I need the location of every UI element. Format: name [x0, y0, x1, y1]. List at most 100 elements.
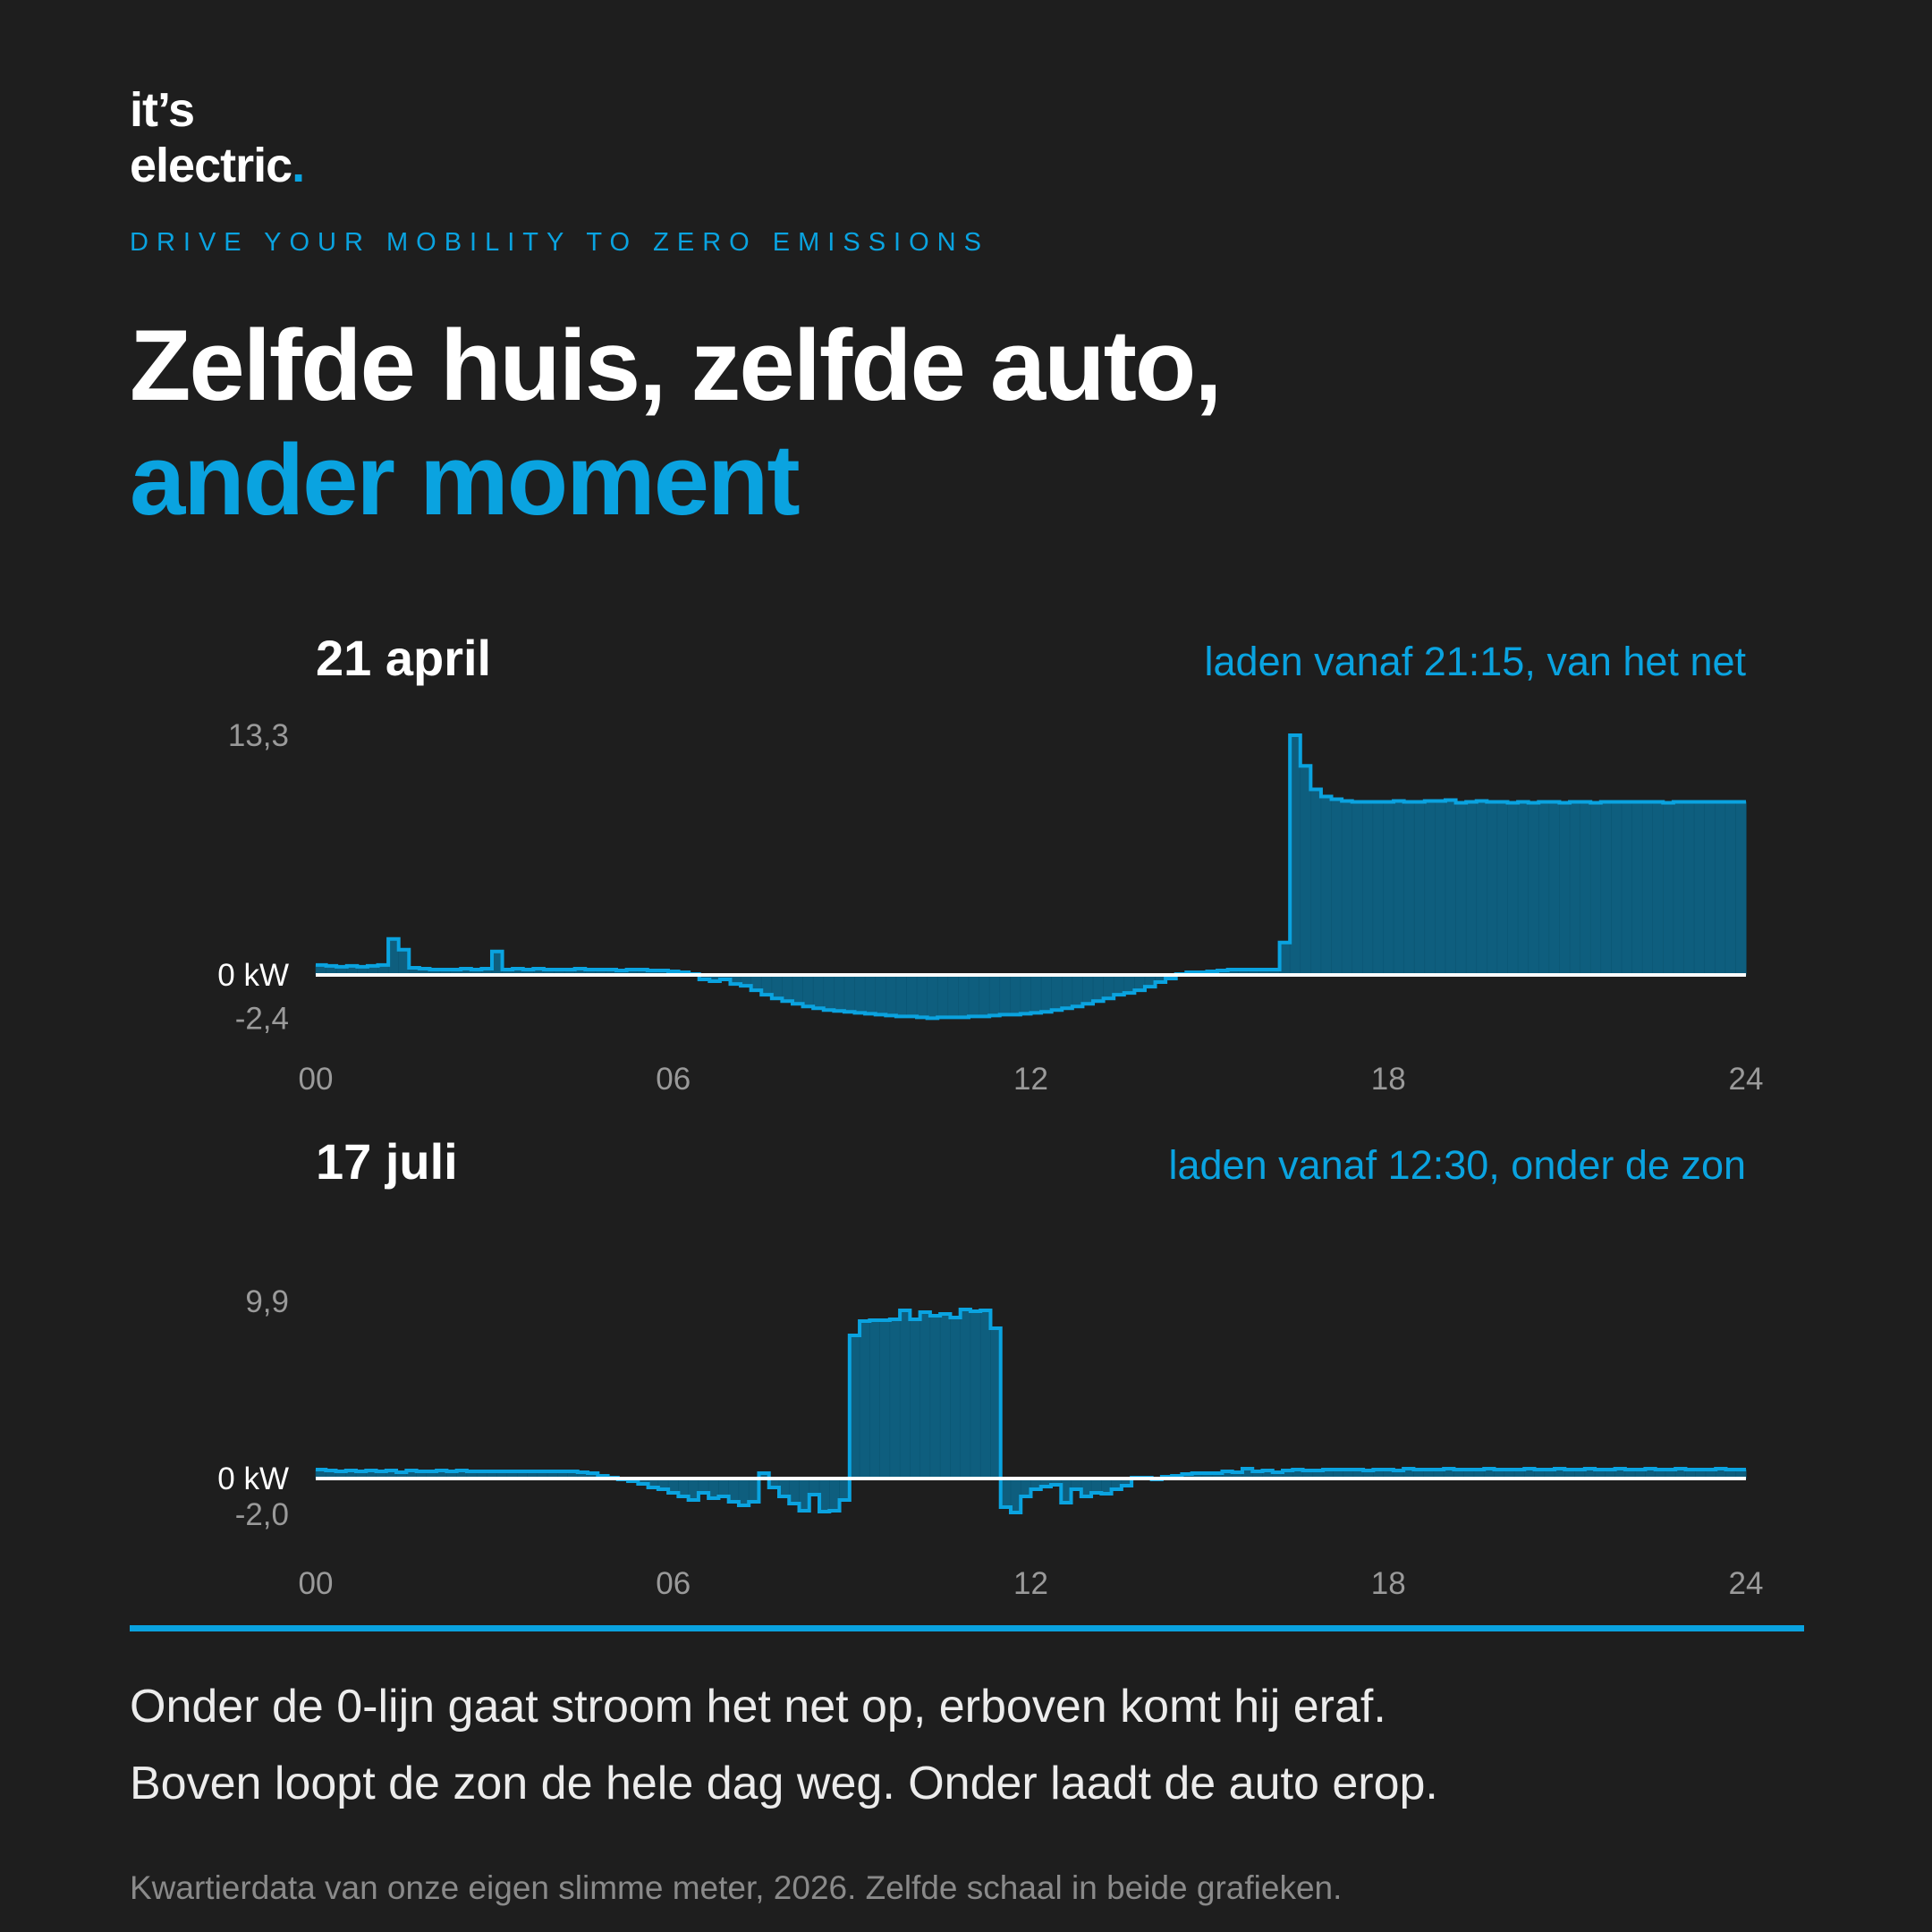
- bar: [1030, 974, 1042, 1013]
- x-tick-label: 18: [1371, 1566, 1406, 1601]
- bar: [1445, 800, 1457, 976]
- bar: [1724, 801, 1737, 976]
- bar: [988, 974, 1001, 1016]
- bar: [1611, 801, 1623, 976]
- x-axis: 00 06 12 18 24: [299, 1566, 1764, 1601]
- bar: [1487, 801, 1498, 976]
- brand-line2: electric: [130, 139, 292, 192]
- bar: [919, 1311, 931, 1479]
- bar: [854, 974, 866, 1013]
- bar: [979, 1309, 992, 1479]
- bar: [1589, 802, 1602, 976]
- bar: [1051, 974, 1063, 1011]
- bar: [1704, 801, 1716, 976]
- chart-april: 21 april laden vanaf 21:15, van het net …: [217, 630, 1764, 1097]
- bar: [1383, 801, 1394, 976]
- x-axis: 00 06 12 18 24: [299, 1062, 1764, 1097]
- caption-line2: Boven loopt de zon de hele dag weg. Onde…: [130, 1758, 1438, 1809]
- series-line: [316, 733, 1746, 1021]
- x-tick-label: 24: [1729, 1062, 1764, 1097]
- bar: [895, 974, 908, 1017]
- bar: [1548, 801, 1561, 976]
- bar: [1320, 796, 1333, 976]
- bar: [936, 974, 949, 1018]
- chart-title: 21 april: [316, 630, 491, 686]
- brand-logo: it’s electric.: [130, 82, 305, 193]
- bar: [1652, 801, 1664, 976]
- brand-tagline: DRIVE YOUR MOBILITY TO ZERO EMISSIONS: [130, 228, 989, 257]
- bar: [1061, 974, 1073, 1009]
- bar: [802, 974, 814, 1007]
- bar: [1413, 801, 1426, 976]
- bar: [1569, 801, 1581, 976]
- bar: [1010, 974, 1021, 1015]
- title-line2: ander moment: [130, 424, 801, 536]
- bar: [916, 974, 928, 1018]
- bar: [1341, 801, 1353, 976]
- x-tick-label: 06: [656, 1566, 691, 1601]
- bar: [1476, 801, 1487, 976]
- bar: [910, 1318, 921, 1479]
- bar: [999, 974, 1011, 1015]
- bar: [958, 974, 970, 1018]
- bar: [970, 1310, 981, 1479]
- bar: [979, 974, 990, 1017]
- bar: [1559, 802, 1571, 976]
- bar: [1663, 802, 1674, 976]
- bar: [1673, 801, 1685, 976]
- bar: [1072, 974, 1084, 1007]
- footnote: Kwartierdata van onze eigen slimme meter…: [130, 1869, 1343, 1906]
- y-tick-label: 9,9: [245, 1284, 289, 1319]
- y-tick-label: 13,3: [228, 718, 289, 753]
- bar: [1683, 801, 1695, 976]
- bar: [875, 974, 886, 1015]
- bar: [899, 1309, 911, 1479]
- bar: [1300, 765, 1311, 976]
- bar: [968, 974, 980, 1017]
- bar: [823, 974, 835, 1011]
- y-tick-label: 0 kW: [217, 1462, 289, 1496]
- title-line1: Zelfde huis, zelfde auto,: [130, 309, 1222, 421]
- y-tick-label: 0 kW: [217, 958, 289, 993]
- x-tick-label: 06: [656, 1062, 691, 1097]
- bar: [834, 974, 845, 1012]
- chart-title: 17 juli: [316, 1133, 458, 1190]
- x-tick-label: 12: [1013, 1566, 1048, 1601]
- bar: [1361, 801, 1374, 976]
- bar: [879, 1319, 891, 1479]
- chart-subtitle: laden vanaf 12:30, onder de zon: [1168, 1142, 1746, 1188]
- bar: [1435, 801, 1446, 976]
- bar: [1465, 801, 1478, 976]
- x-tick-label: 00: [299, 1062, 334, 1097]
- y-tick-label: -2,0: [235, 1497, 289, 1532]
- bar: [843, 974, 856, 1013]
- series-line: [316, 1308, 1746, 1514]
- bars: [315, 1309, 1747, 1513]
- bar: [960, 1309, 971, 1479]
- x-tick-label: 12: [1013, 1062, 1048, 1097]
- bar: [1538, 801, 1550, 976]
- bar: [1631, 801, 1643, 976]
- bar: [1517, 801, 1530, 976]
- bar: [929, 1315, 941, 1479]
- bar: [1372, 801, 1385, 976]
- bar: [1621, 801, 1633, 976]
- bar: [1090, 1478, 1102, 1494]
- bar: [1714, 801, 1726, 976]
- y-axis: 13,3 0 kW -2,4: [217, 718, 289, 1036]
- bar: [947, 974, 959, 1018]
- page-title: Zelfde huis, zelfde auto, ander moment: [130, 309, 1222, 538]
- bar: [1020, 974, 1032, 1014]
- chart-juli: 17 juli laden vanaf 12:30, onder de zon …: [217, 1133, 1764, 1601]
- bar: [885, 974, 897, 1016]
- bar: [864, 974, 877, 1014]
- bar: [812, 974, 825, 1009]
- bar: [1455, 802, 1467, 976]
- brand-dot: .: [292, 139, 305, 192]
- bar: [859, 1320, 870, 1479]
- y-tick-label: -2,4: [235, 1001, 289, 1036]
- bar: [718, 1478, 730, 1497]
- bar: [869, 1319, 881, 1479]
- bar: [1040, 974, 1053, 1013]
- bar: [1403, 801, 1415, 976]
